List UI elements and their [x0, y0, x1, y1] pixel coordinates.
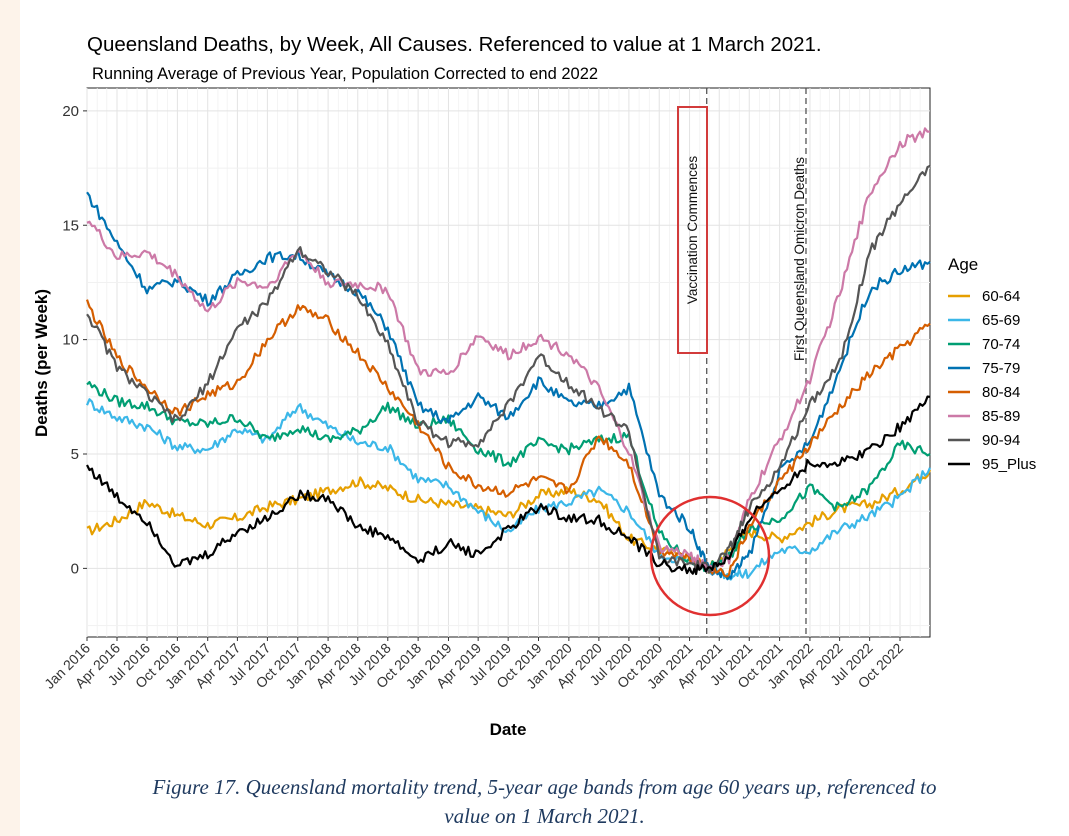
chart: Queensland Deaths, by Week, All Causes. … — [32, 33, 1036, 739]
vaccination-label-box — [677, 106, 708, 354]
series-line-75-79 — [86, 191, 931, 581]
legend-label-95_Plus: 95_Plus — [982, 456, 1036, 473]
legend-label-80-84: 80-84 — [982, 384, 1020, 401]
series-line-85-89 — [86, 127, 931, 573]
y-tick-label: 5 — [71, 446, 79, 463]
series-line-70-74 — [86, 381, 931, 574]
figure: Queensland Deaths, by Week, All Causes. … — [20, 0, 1069, 836]
legend-label-75-79: 75-79 — [982, 360, 1020, 377]
x-axis-label: Date — [490, 720, 527, 739]
y-tick-label: 10 — [62, 332, 79, 349]
annotations: Vaccination Commences First Queensland O… — [677, 88, 807, 637]
series-line-60-64 — [86, 469, 932, 574]
grid — [86, 88, 930, 637]
legend-label-60-64: 60-64 — [982, 288, 1020, 305]
omicron-label: First Queensland Omicron Deaths — [792, 157, 807, 361]
y-tick-label: 15 — [62, 217, 79, 234]
highlight-circle — [649, 495, 771, 617]
series-line-90-94 — [86, 164, 931, 574]
chart-subtitle: Running Average of Previous Year, Popula… — [92, 65, 598, 83]
y-axis-label: Deaths (per Week) — [32, 289, 51, 437]
series-line-80-84 — [85, 299, 931, 578]
y-tick-label: 20 — [62, 103, 79, 120]
legend-title: Age — [948, 255, 978, 274]
vaccination-label: Vaccination Commences — [685, 156, 700, 305]
legend-label-65-69: 65-69 — [982, 312, 1020, 329]
y-tick-label: 0 — [71, 560, 79, 577]
figure-caption-line-1: Figure 17. Queensland mortality trend, 5… — [152, 775, 937, 799]
chart-title: Queensland Deaths, by Week, All Causes. … — [87, 33, 822, 56]
legend-label-70-74: 70-74 — [982, 336, 1020, 353]
legend-label-90-94: 90-94 — [982, 432, 1020, 449]
figure-caption-line-2: value on 1 March 2021. — [444, 804, 645, 828]
legend-label-85-89: 85-89 — [982, 408, 1020, 425]
series-line-95_Plus — [86, 395, 931, 576]
series-lines — [85, 127, 932, 581]
y-axis: 0 5 10 15 20 — [62, 103, 87, 577]
legend: 60-64 65-69 70-74 75-79 80-84 85-89 90-94 95_Pl… — [948, 288, 1036, 473]
